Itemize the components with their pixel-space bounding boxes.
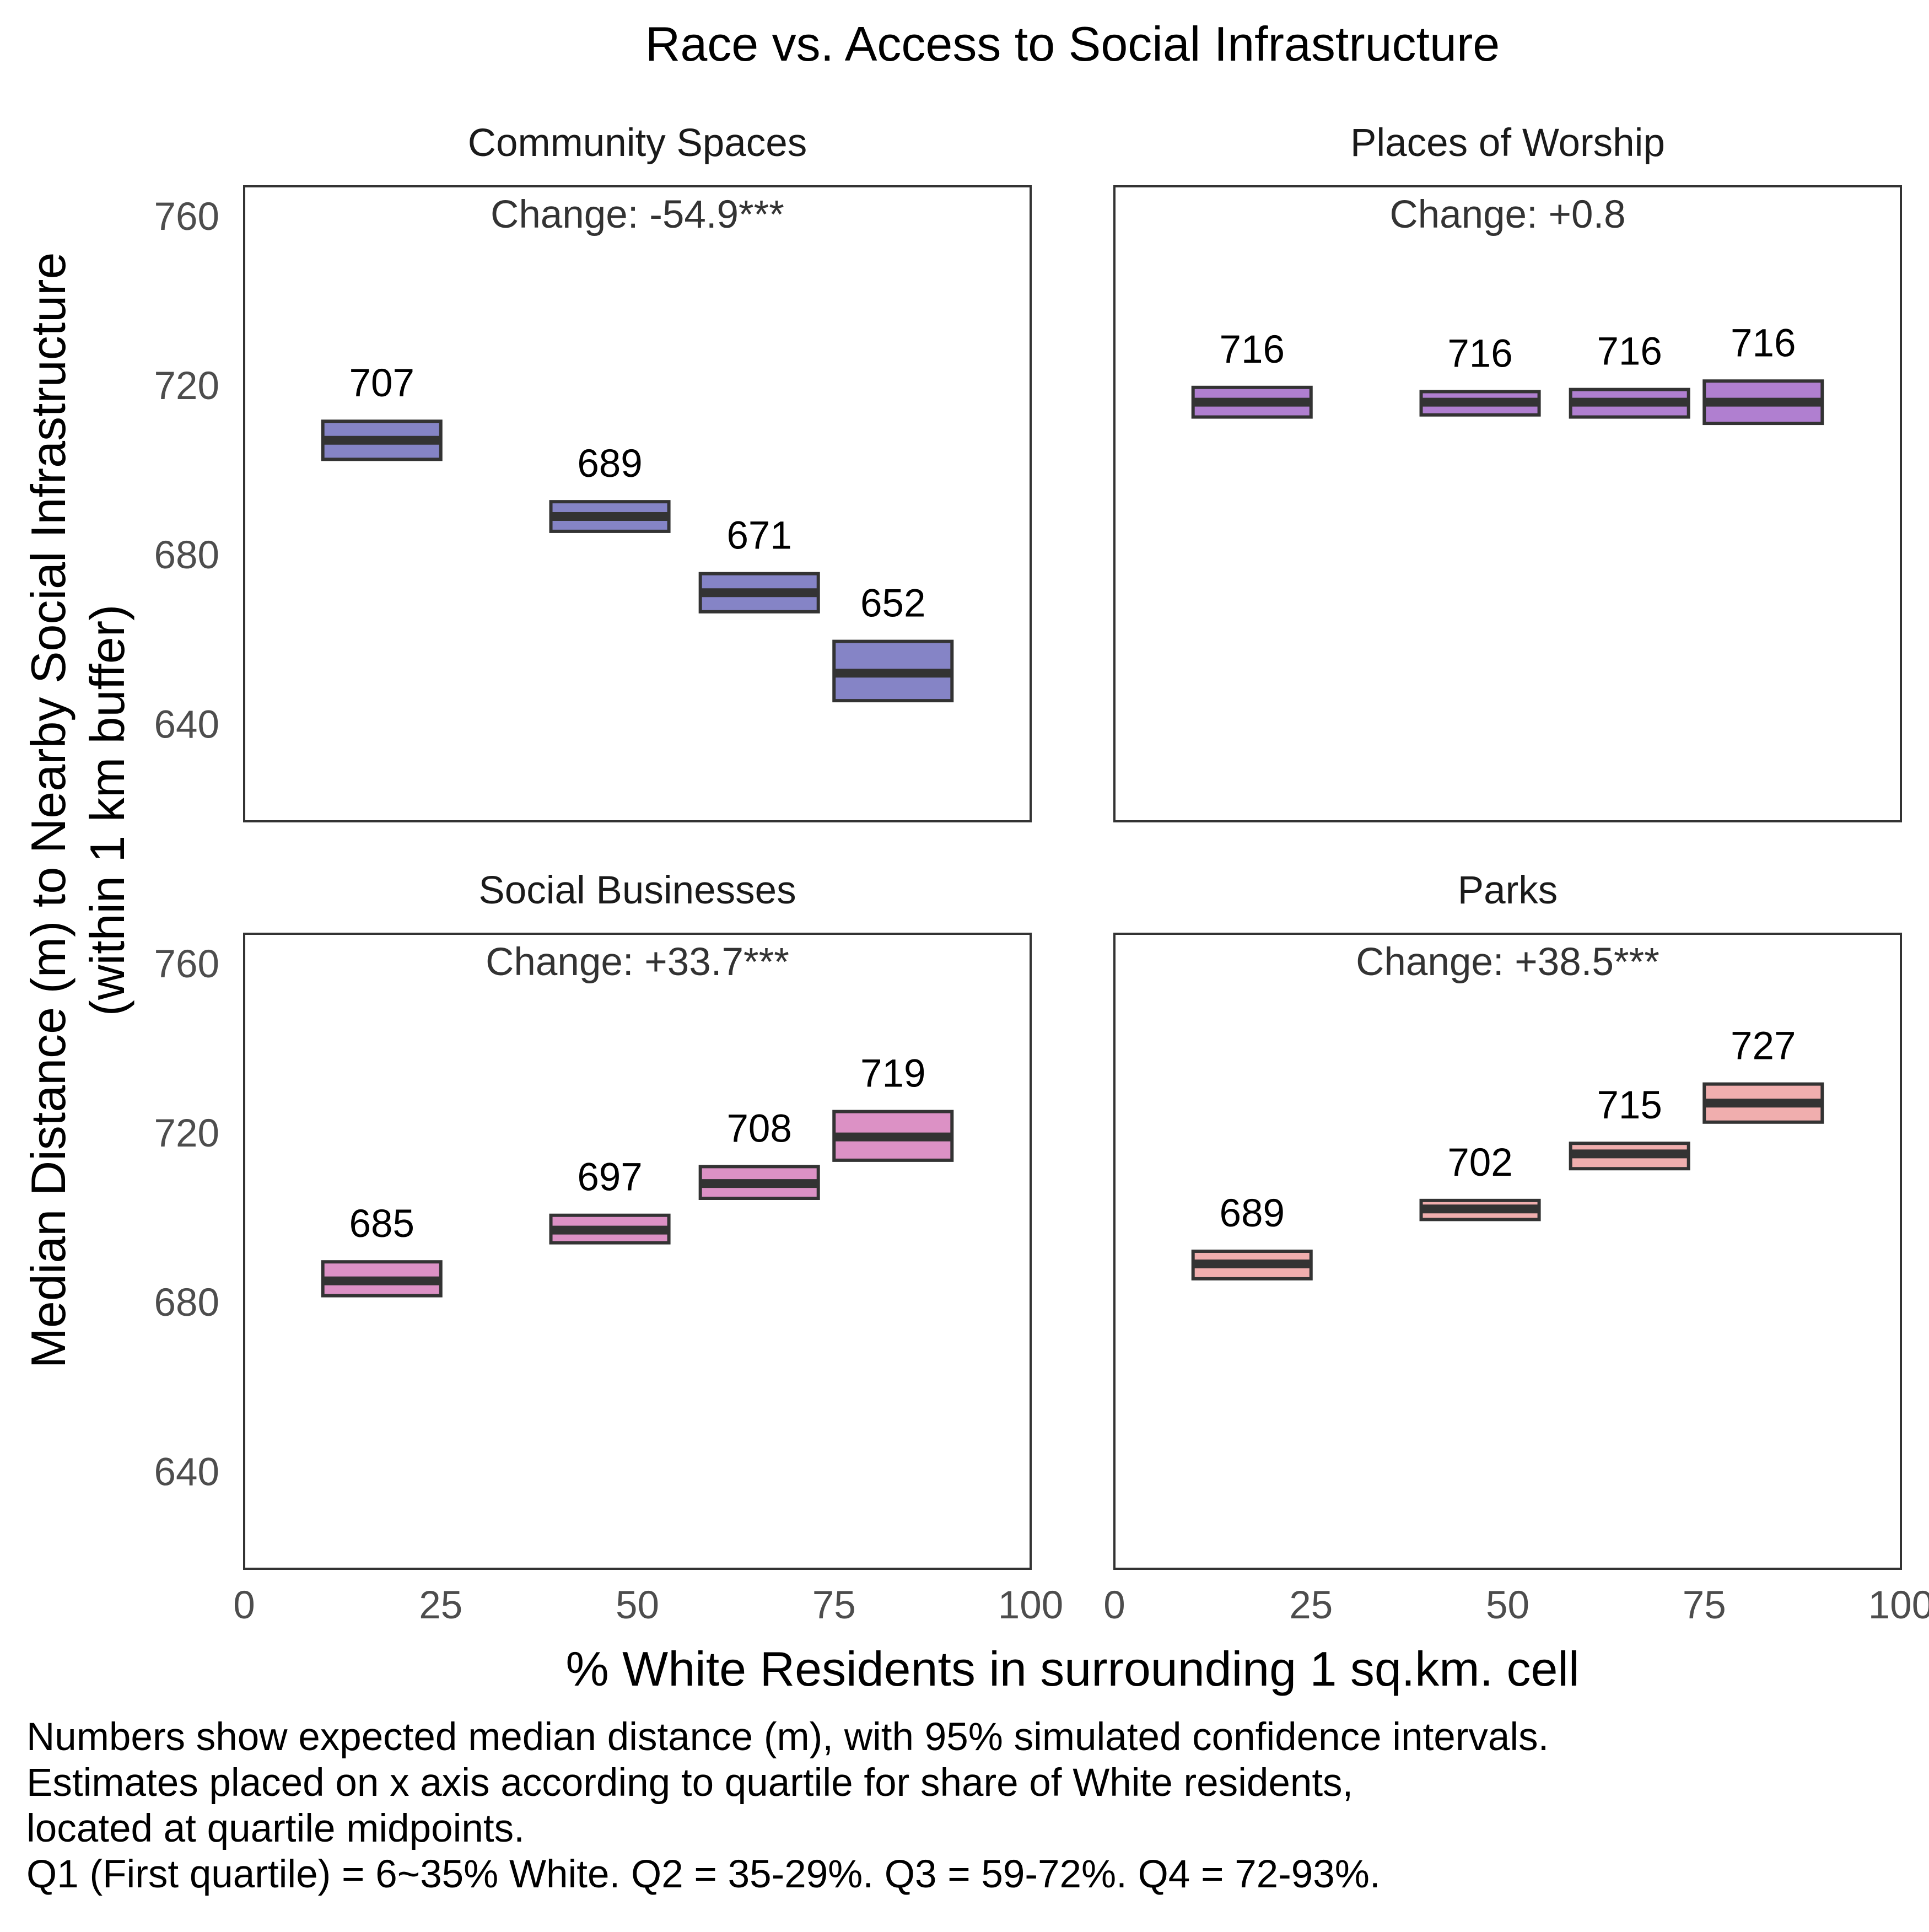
data-label: 716 [1597, 330, 1662, 374]
caption-line: Q1 (First quartile) = 6~35% White. Q2 = … [26, 1853, 1381, 1896]
facet-title: Community Spaces [468, 121, 807, 165]
caption-line: Estimates placed on x axis according to … [26, 1761, 1354, 1805]
y-tick-label: 760 [154, 195, 219, 239]
y-tick-label: 680 [154, 1281, 219, 1325]
panel-frame [243, 185, 1032, 822]
data-label: 708 [726, 1107, 791, 1150]
x-tick-label: 50 [1486, 1584, 1529, 1627]
data-label: 727 [1731, 1025, 1796, 1068]
y-tick-label: 640 [154, 1450, 219, 1494]
facet-title: Parks [1458, 869, 1558, 912]
x-tick-label: 50 [616, 1584, 659, 1627]
data-label: 689 [1219, 1192, 1284, 1235]
change-annotation: Change: +33.7*** [486, 940, 789, 984]
x-tick-label: 100 [998, 1584, 1063, 1627]
change-annotation: Change: -54.9*** [491, 193, 784, 236]
x-tick-label: 75 [1683, 1584, 1726, 1627]
y-tick-label: 720 [154, 1112, 219, 1155]
data-label: 716 [1731, 321, 1796, 365]
y-axis-label: Median Distance (m) to Nearby Social Inf… [21, 252, 76, 1369]
chart-title: Race vs. Access to Social Infrastructure [645, 17, 1500, 71]
y-tick-label: 720 [154, 364, 219, 408]
x-tick-label: 25 [1289, 1584, 1333, 1627]
change-annotation: Change: +0.8 [1389, 193, 1625, 236]
data-label: 716 [1447, 332, 1512, 375]
facet-title: Places of Worship [1350, 121, 1665, 165]
data-label: 697 [577, 1156, 642, 1199]
data-label: 652 [860, 582, 925, 626]
data-label: 702 [1447, 1141, 1512, 1185]
data-label: 685 [349, 1202, 414, 1246]
x-tick-label: 0 [1103, 1584, 1125, 1627]
data-label: 671 [726, 514, 791, 558]
y-tick-label: 680 [154, 534, 219, 577]
y-tick-label: 640 [154, 703, 219, 746]
panel-frame [1113, 185, 1902, 822]
x-tick-label: 0 [233, 1584, 255, 1627]
caption-line: Numbers show expected median distance (m… [26, 1715, 1549, 1759]
facet-title: Social Businesses [478, 869, 796, 912]
x-tick-label: 25 [419, 1584, 462, 1627]
y-axis-label: (within 1 km buffer) [80, 605, 134, 1016]
x-tick-label: 100 [1868, 1584, 1929, 1627]
panel-frame [1113, 933, 1902, 1570]
data-label: 689 [577, 442, 642, 486]
data-label: 716 [1219, 328, 1284, 372]
x-axis-label: % White Residents in surrounding 1 sq.km… [565, 1642, 1579, 1696]
caption-line: located at quartile midpoints. [26, 1807, 525, 1850]
data-label: 707 [349, 362, 414, 405]
y-tick-label: 760 [154, 943, 219, 986]
panel-frame [243, 933, 1032, 1570]
change-annotation: Change: +38.5*** [1356, 940, 1659, 984]
data-label: 715 [1597, 1084, 1662, 1127]
chart-caption: Numbers show expected median distance (m… [26, 1714, 1900, 1897]
data-label: 719 [860, 1052, 925, 1096]
x-tick-label: 75 [812, 1584, 856, 1627]
